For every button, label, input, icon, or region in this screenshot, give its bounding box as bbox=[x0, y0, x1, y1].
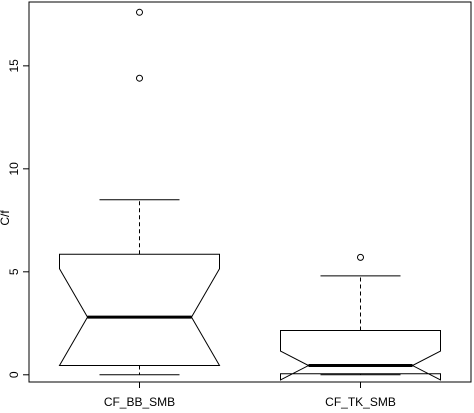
outlier-point bbox=[136, 8, 143, 16]
box-cf-tk-smb bbox=[280, 253, 441, 381]
notched-box bbox=[58, 253, 221, 367]
y-axis-label: C/f bbox=[0, 210, 12, 226]
x-tick-label: CF_TK_SMB bbox=[325, 395, 396, 409]
x-axis-labels: CF_BB_SMB CF_TK_SMB bbox=[104, 382, 396, 409]
y-tick-label: 15 bbox=[7, 59, 21, 73]
plot-frame bbox=[28, 1, 472, 383]
x-tick-label: CF_BB_SMB bbox=[104, 395, 175, 409]
box-cf-bb-smb bbox=[58, 8, 221, 376]
y-tick-label: 10 bbox=[7, 162, 21, 176]
outlier-point bbox=[357, 253, 364, 261]
outlier-point bbox=[136, 74, 143, 82]
notched-box bbox=[280, 330, 441, 381]
y-tick-label: 0 bbox=[7, 371, 21, 378]
boxes bbox=[58, 8, 441, 381]
y-tick-label: 5 bbox=[7, 268, 21, 275]
y-axis: 0 5 10 15 bbox=[7, 59, 29, 378]
